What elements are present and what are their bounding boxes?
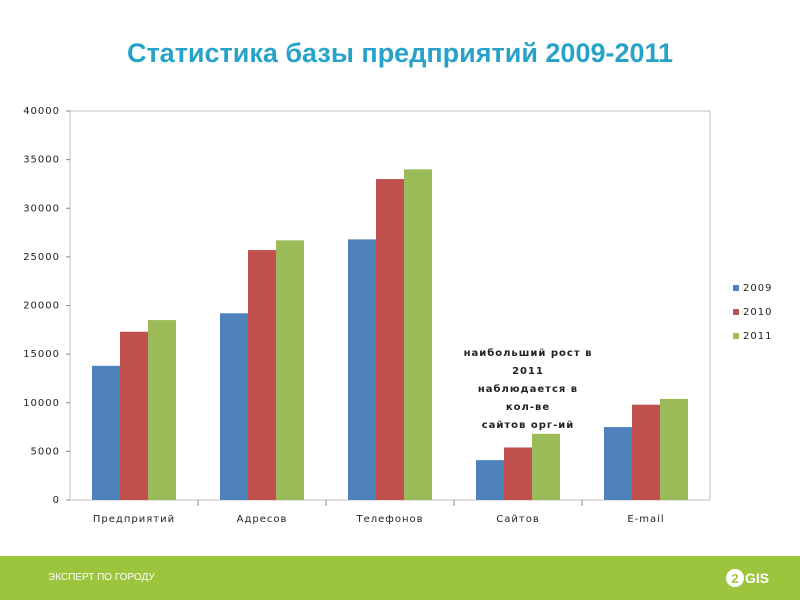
y-tick-label: 30000 — [23, 203, 60, 214]
logo-mark: 2 — [726, 569, 744, 587]
chart-title: Статистика базы предприятий 2009-2011 — [126, 38, 674, 68]
legend-label-2011: 2011 — [743, 331, 772, 342]
footer-bar: ЭКСПЕРТ ПО ГОРОДУ 2 GIS — [0, 556, 800, 600]
legend-label-2010: 2010 — [743, 307, 772, 318]
bar-2009-1 — [220, 313, 248, 500]
bar-2010-4 — [632, 404, 660, 500]
y-tick-label: 25000 — [23, 252, 60, 263]
bar-2010-2 — [376, 179, 404, 500]
bar-2010-3 — [504, 447, 532, 500]
y-tick-label: 40000 — [23, 106, 60, 117]
bar-2009-4 — [604, 427, 632, 500]
brand-logo: 2 GIS — [726, 568, 769, 588]
legend-swatch-2011 — [733, 333, 739, 339]
bar-2009-2 — [348, 239, 376, 500]
bar-2011-0 — [148, 320, 176, 500]
bar-2010-1 — [248, 250, 276, 500]
x-category-label: Сайтов — [496, 514, 539, 525]
legend-label-2009: 2009 — [743, 283, 772, 294]
y-tick-label: 15000 — [23, 349, 60, 360]
legend-swatch-2010 — [733, 309, 739, 315]
bar-2009-0 — [92, 365, 120, 500]
bar-2010-0 — [120, 331, 148, 500]
y-tick-label: 5000 — [31, 446, 60, 457]
logo-text: GIS — [745, 570, 770, 586]
y-tick-label: 20000 — [23, 301, 60, 312]
bar-chart: 0 5000 10000 15000 20000 25000 30000 35000 40000… — [23, 106, 772, 525]
y-tick-label: 35000 — [23, 155, 60, 166]
annotation-line-3: наблюдается в кол-ве — [477, 384, 579, 413]
legend: 2009 2010 2011 — [733, 283, 772, 342]
x-category-label: E-mail — [627, 514, 664, 525]
bar-2011-2 — [404, 169, 432, 500]
annotation-line-2: 2011 — [512, 366, 544, 377]
y-tick-label: 0 — [53, 495, 60, 506]
bar-2011-4 — [660, 398, 688, 500]
annotation-line-4: сайтов орг-ий — [481, 420, 575, 431]
footer-slogan: ЭКСПЕРТ ПО ГОРОДУ — [48, 572, 155, 583]
bar-2011-3 — [532, 433, 560, 500]
annotation-line-1: наибольший рост в — [463, 348, 593, 359]
x-category-label: Телефонов — [355, 514, 423, 525]
y-tick-label: 10000 — [23, 398, 60, 409]
x-category-label: Предприятий — [93, 514, 175, 525]
chart-annotation: наибольший рост в 2011 наблюдается в кол… — [463, 345, 593, 435]
bar-2011-1 — [276, 240, 304, 500]
plot-area: 0 5000 10000 15000 20000 25000 30000 35000 40000… — [23, 106, 711, 525]
x-category-label: Адресов — [237, 514, 288, 525]
bar-2009-3 — [476, 460, 504, 500]
legend-swatch-2009 — [733, 285, 739, 291]
